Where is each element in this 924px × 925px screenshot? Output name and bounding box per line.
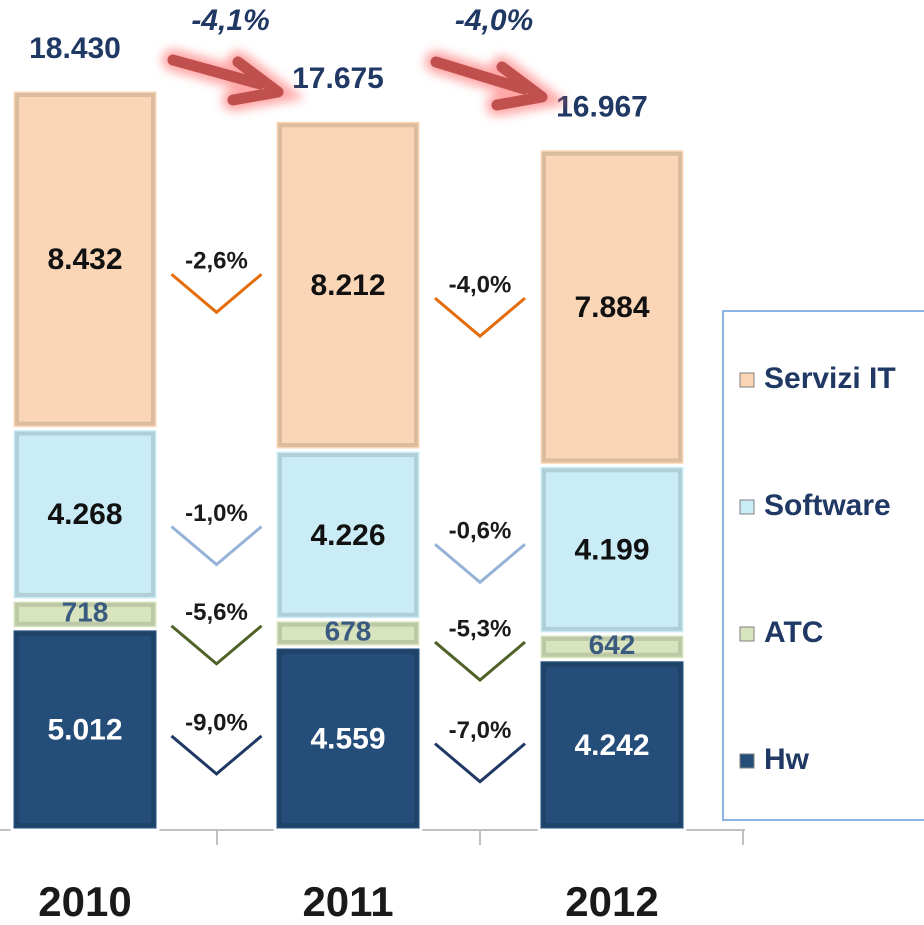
bar-bevel [15,602,155,626]
bar-segment [273,645,423,832]
segment-label: 4.242 [574,729,649,762]
bar-bevel [278,649,418,828]
change-mark [434,742,526,784]
legend-label: Hw [764,743,810,776]
segment-label: 4.559 [310,722,385,755]
bar-bevel [278,453,418,617]
legend-swatch [739,626,755,642]
series-change: -4,0% [449,271,512,298]
total-change: -4,1% [191,4,269,37]
series-change: -2,6% [185,248,248,275]
segment-label: 5.012 [47,713,122,746]
series-change: -0,6% [449,518,512,545]
series-change: -7,0% [449,717,512,744]
bar-bevel [15,93,155,426]
total-label: 17.675 [292,62,384,95]
series-change: -9,0% [185,709,248,736]
change-mark [170,624,263,666]
bar-segment [537,658,687,832]
change-mark [434,296,526,339]
change-mark [170,734,263,776]
series-change: -5,3% [449,615,512,642]
bar-segment [273,118,423,452]
legend-swatch [739,499,755,515]
bar-segment [10,627,160,832]
change-mark [434,543,526,585]
bar-segment [537,463,687,636]
legend-swatch [739,372,755,388]
bar-bevel [542,662,682,828]
x-tick-label: 2010 [38,878,131,925]
total-change: -4,0% [455,4,533,37]
change-mark [170,273,263,315]
x-tick-label: 2012 [565,878,658,925]
total-label: 16.967 [556,91,648,124]
legend-label: Servizi IT [764,362,896,395]
bar-bevel [542,468,682,631]
legend-swatch [739,753,755,769]
series-change: -5,6% [185,599,248,626]
legend-label: ATC [764,616,823,649]
segment-label: 718 [62,597,109,628]
bar-bevel [542,151,682,463]
legend-label: Software [764,489,891,522]
segment-label: 4.199 [574,534,649,567]
series-change: -1,0% [185,500,248,527]
change-mark [434,640,526,683]
change-mark [170,525,263,567]
bar-bevel [15,431,155,597]
segment-label: 4.268 [47,498,122,531]
segment-label: 8.432 [47,243,122,276]
segment-label: 4.226 [310,519,385,552]
arrow [430,56,548,111]
x-tick-label: 2011 [302,878,393,925]
bar-segment [10,88,160,431]
segment-label: 8.212 [310,269,385,302]
bar-bevel [542,636,682,657]
bar-segment [537,147,687,467]
bar-segment [273,618,423,649]
bar-bevel [278,123,418,448]
bar-segment [273,448,423,622]
arrow [167,54,284,106]
segment-label: 7.884 [574,291,649,324]
bar-bevel [278,622,418,644]
bar-bevel [15,631,155,827]
total-label: 18.430 [29,32,121,65]
legend-box [722,310,924,821]
